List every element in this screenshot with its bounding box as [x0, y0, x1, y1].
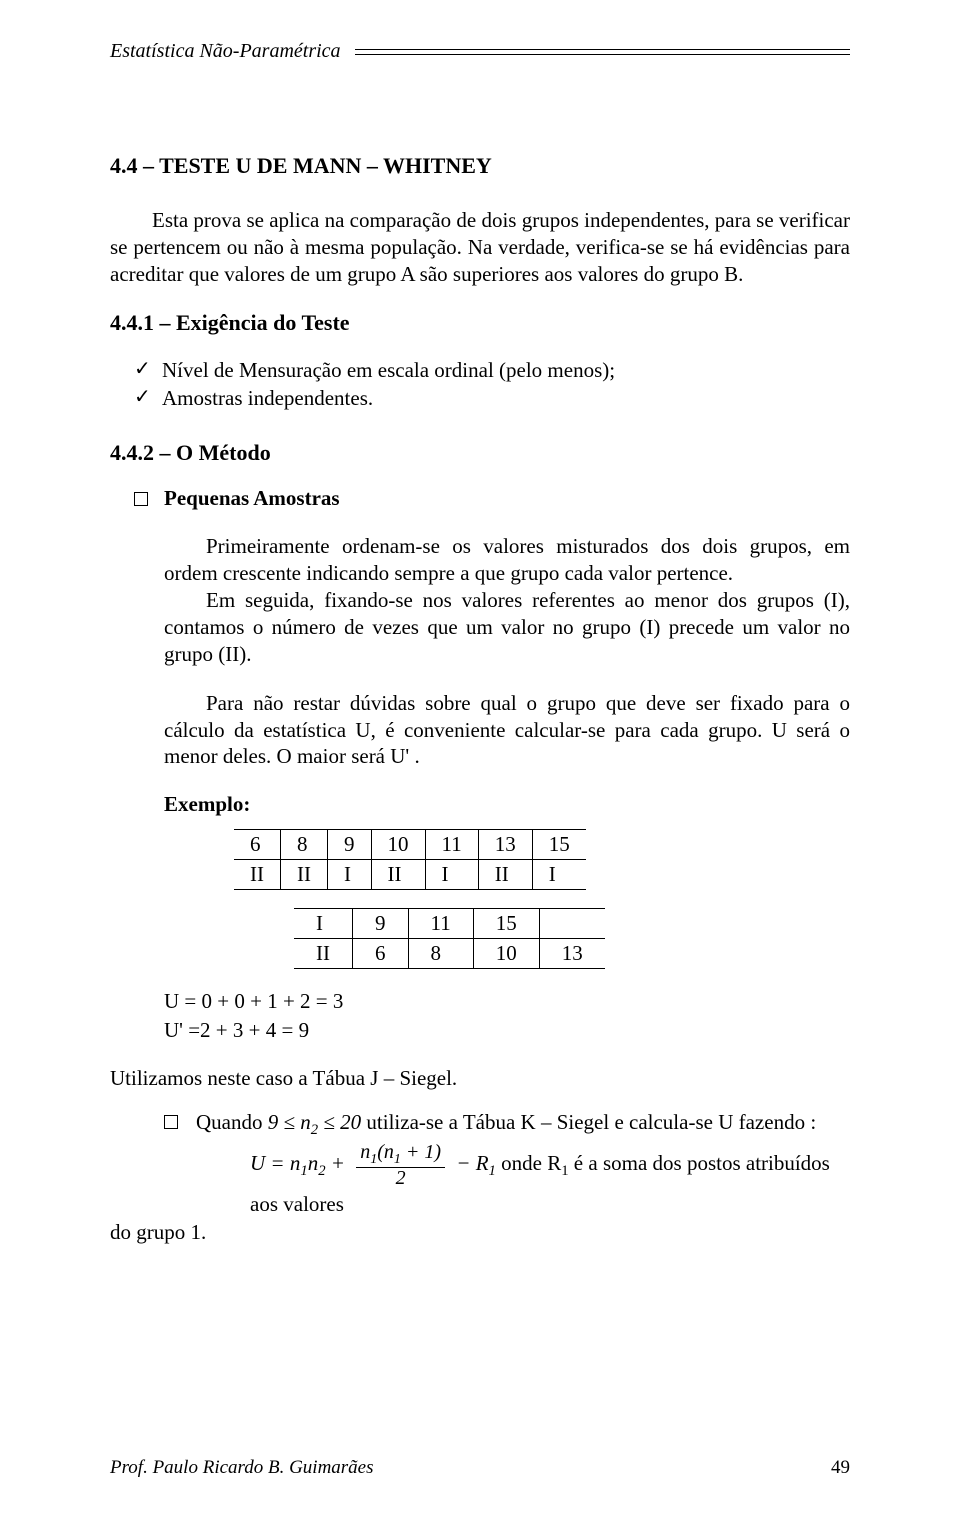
txt: 9 ≤ n: [268, 1110, 311, 1134]
txt: + 1): [401, 1141, 441, 1163]
cell: 6: [353, 939, 409, 969]
sub: 1: [300, 1163, 307, 1179]
table-row: I 9 11 15: [294, 909, 605, 939]
method-p3: Para não restar dúvidas sobre qual o gru…: [164, 690, 850, 771]
cell: 10: [473, 939, 539, 969]
page: Estatística Não-Paramétrica 4.4 – TESTE …: [0, 0, 960, 1513]
txt: ≤ 20: [318, 1110, 361, 1134]
example-table-ordered: 6 8 9 10 11 13 15 II II I II I II I: [234, 829, 586, 890]
example-label: Exemplo:: [164, 792, 850, 817]
txt: onde R: [501, 1151, 561, 1175]
cell: [539, 909, 605, 939]
cell: 9: [353, 909, 409, 939]
cell: 9: [328, 830, 372, 860]
footer: Prof. Paulo Ricardo B. Guimarães 49: [110, 1457, 850, 1479]
cell: 13: [478, 830, 532, 860]
sub: 1: [489, 1163, 496, 1179]
eq-left: U = n1n2 +: [250, 1148, 345, 1183]
cell: II: [234, 860, 281, 890]
cell: 8: [408, 939, 473, 969]
formula-line1: Quando 9 ≤ n2 ≤ 20 utiliza-se a Tábua K …: [196, 1110, 816, 1134]
example-table-groups: I 9 11 15 II 6 8 10 13: [294, 908, 605, 969]
method-list: Pequenas Amostras: [110, 486, 850, 511]
footer-author: Prof. Paulo Ricardo B. Guimarães: [110, 1457, 374, 1479]
frac-den: 2: [356, 1168, 445, 1189]
txt: − R: [456, 1151, 488, 1175]
cell: 8: [281, 830, 328, 860]
formula-line3: do grupo 1.: [110, 1220, 850, 1245]
cell: 11: [425, 830, 478, 860]
cond: 9 ≤ n2 ≤ 20: [268, 1107, 361, 1142]
running-header: Estatística Não-Paramétrica: [110, 40, 850, 63]
method-subheading: Pequenas Amostras: [134, 486, 850, 511]
cell: II: [294, 939, 353, 969]
section-title: 4.4 – TESTE U DE MANN – WHITNEY: [110, 153, 850, 179]
calc-u: U = 0 + 0 + 1 + 2 = 3: [164, 987, 850, 1015]
cell: 10: [371, 830, 425, 860]
sub: 1: [394, 1152, 401, 1167]
subsection2-title: 4.4.2 – O Método: [110, 440, 850, 466]
txt: Quando: [196, 1110, 268, 1134]
calc-uprime: U' =2 + 3 + 4 = 9: [164, 1016, 850, 1044]
cell: 6: [234, 830, 281, 860]
subsection1-title: 4.4.1 – Exigência do Teste: [110, 310, 850, 336]
box-marker-icon: [164, 1115, 178, 1129]
cell: II: [371, 860, 425, 890]
table-row: 6 8 9 10 11 13 15: [234, 830, 586, 860]
frac-num: n1(n1 + 1): [356, 1142, 445, 1169]
sub: 1: [561, 1163, 568, 1179]
method-p1: Primeiramente ordenam-se os valores mist…: [164, 533, 850, 587]
util-line: Utilizamos neste caso a Tábua J – Siegel…: [110, 1066, 850, 1091]
cell: 13: [539, 939, 605, 969]
requirement-item: Amostras independentes.: [134, 384, 850, 412]
table-row: II 6 8 10 13: [294, 939, 605, 969]
txt: (n: [377, 1141, 394, 1163]
eq-right: − R1: [456, 1148, 496, 1183]
requirements-list: Nível de Mensuração em escala ordinal (p…: [110, 356, 850, 413]
fraction: n1(n1 + 1) 2: [356, 1142, 445, 1190]
running-title: Estatística Não-Paramétrica: [110, 40, 341, 63]
cell: I: [294, 909, 353, 939]
txt: n: [360, 1141, 370, 1163]
formula-eq: U = n1n2 + n1(n1 + 1) 2 − R1 onde R1 é a…: [250, 1142, 850, 1220]
requirement-item: Nível de Mensuração em escala ordinal (p…: [134, 356, 850, 384]
cell: 11: [408, 909, 473, 939]
method-p2: Em seguida, fixando-se nos valores refer…: [164, 587, 850, 668]
sub: 2: [318, 1163, 325, 1179]
cell: I: [425, 860, 478, 890]
method-body: Primeiramente ordenam-se os valores mist…: [164, 533, 850, 1044]
txt: n: [308, 1151, 319, 1175]
txt: utiliza-se a Tábua K – Siegel e calcula-…: [361, 1110, 816, 1134]
cell: II: [281, 860, 328, 890]
page-number: 49: [831, 1457, 850, 1479]
cell: I: [328, 860, 372, 890]
cell: II: [478, 860, 532, 890]
formula-text: Quando 9 ≤ n2 ≤ 20 utiliza-se a Tábua K …: [196, 1107, 850, 1220]
table-row: II II I II I II I: [234, 860, 586, 890]
section-intro: Esta prova se aplica na comparação de do…: [110, 207, 850, 288]
header-rule: [355, 49, 850, 55]
cell: 15: [473, 909, 539, 939]
cell: I: [532, 860, 586, 890]
formula-block: Quando 9 ≤ n2 ≤ 20 utiliza-se a Tábua K …: [164, 1107, 850, 1220]
cell: 15: [532, 830, 586, 860]
txt: U = n: [250, 1151, 300, 1175]
